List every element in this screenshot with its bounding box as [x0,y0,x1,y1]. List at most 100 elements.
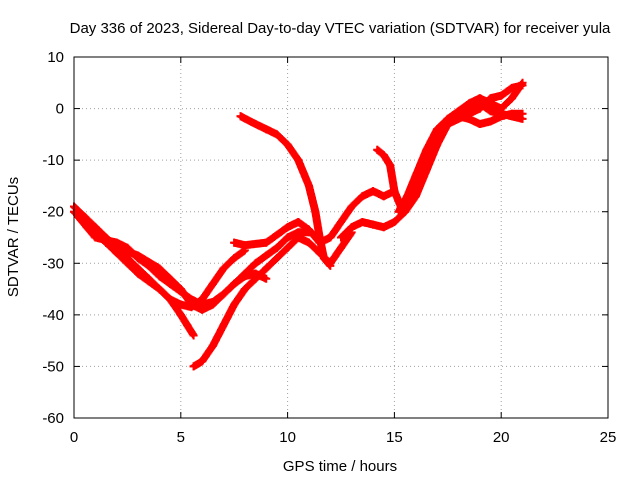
data-point [283,223,292,232]
data-point [373,145,382,154]
data-point [486,107,495,116]
y-axis-label: SDTVAR / TECUs [5,177,22,297]
data-point [326,233,335,242]
data-point [283,233,292,242]
data-point [319,254,328,263]
x-tick-label: 20 [493,429,510,446]
data-point [82,223,91,232]
data-point [187,300,196,309]
x-tick-label: 10 [279,429,296,446]
data-point [198,305,207,314]
data-point [272,130,281,139]
x-tick-label: 0 [70,429,78,446]
y-tick-label: -30 [42,255,64,272]
data-point [315,238,324,247]
data-point [311,207,320,216]
series-arc-9 [373,78,527,211]
x-tick-label: 25 [600,429,617,446]
data-point [236,112,245,121]
data-point [155,272,164,281]
y-tick-label: -50 [42,358,64,375]
series-arc-4 [102,228,313,314]
data-point [102,238,111,247]
data-point [219,290,228,299]
data-point [262,238,271,247]
data-point [304,225,313,234]
data-point [166,274,175,283]
data-point [497,112,506,121]
y-tick-label: 10 [47,49,64,66]
data-point [369,187,378,196]
data-point [208,341,217,350]
data-point [112,243,121,252]
data-point [358,218,367,227]
data-point [379,192,388,201]
data-point [230,238,239,247]
data-point [262,125,271,134]
data-point [507,109,516,118]
data-point [507,83,516,92]
data-point [337,218,345,227]
data-point [219,264,228,273]
series-arc-11 [394,109,527,216]
data-point [518,81,527,90]
data-point [358,192,367,201]
data-point [386,161,395,170]
data-point [283,140,292,149]
data-point [369,220,378,229]
data-point [189,331,198,340]
data-point [294,233,303,242]
data-point [183,321,192,330]
data-point [507,94,516,103]
data-point [262,264,271,273]
x-tick-label: 5 [177,429,185,446]
data-point [497,91,506,100]
y-tick-label: -40 [42,307,64,324]
data-point [230,254,239,263]
data-point [475,120,484,129]
data-point [433,125,442,134]
data-point [123,259,132,268]
data-point [262,251,271,260]
data-point [283,243,292,252]
data-point [240,241,249,250]
data-point [403,192,412,201]
data-point [347,223,356,232]
data-point [475,104,484,113]
data-point [176,310,185,319]
data-point [411,171,420,180]
data-point [294,156,303,165]
data-point [208,300,217,309]
y-tick-label: -10 [42,152,64,169]
data-point [304,181,313,190]
y-tick-label: 0 [56,101,64,118]
data-point [176,300,185,309]
x-tick-label: 15 [386,429,403,446]
data-point [518,109,527,118]
data-point [251,259,260,268]
data-point [337,243,345,252]
data-point [465,99,474,108]
data-point [198,357,207,366]
data-point [326,261,335,270]
data-point [486,94,495,103]
data-point [497,104,506,113]
data-point [134,269,143,278]
data-point [240,269,249,278]
data-point [230,300,239,309]
y-tick-label: -20 [42,204,64,221]
data-point [379,150,388,159]
data-point [337,233,345,242]
chart-title: Day 336 of 2023, Sidereal Day-to-day VTE… [70,20,611,37]
data-point [443,114,452,123]
data-point [134,251,143,260]
data-point [176,285,185,294]
data-point [486,117,495,126]
data-point [189,362,198,371]
data-point [390,187,399,196]
data-point [465,114,474,123]
data-point [379,223,388,232]
series-arc-6 [236,112,335,270]
data-point [475,94,484,103]
